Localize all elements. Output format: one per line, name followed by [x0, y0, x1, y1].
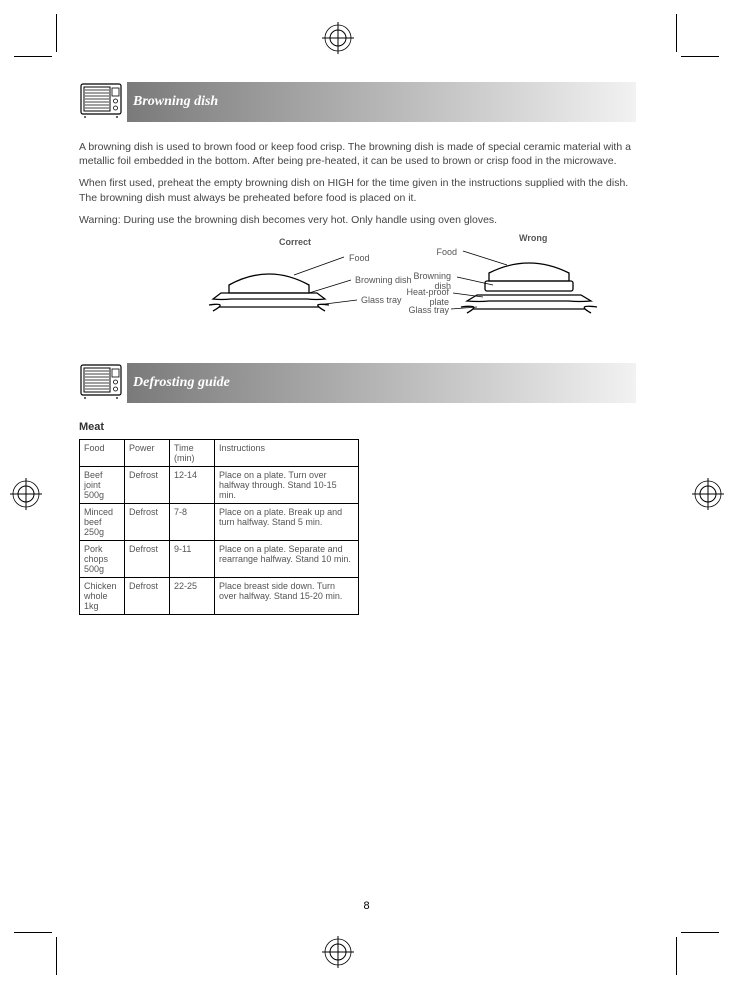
registration-mark — [322, 22, 354, 54]
crop-mark — [676, 937, 677, 975]
td: Defrost — [125, 503, 170, 540]
diagram-label: Wrong — [519, 233, 547, 243]
diagram-label: Heat-proof plate — [385, 287, 449, 307]
registration-mark — [322, 936, 354, 968]
diagram-wrong — [449, 241, 639, 325]
crop-mark — [56, 14, 57, 52]
manual-page: Browning dish A browning dish is used to… — [0, 0, 733, 989]
table-row: Beef joint 500g Defrost 12-14 Place on a… — [80, 466, 359, 503]
td: Place on a plate. Turn over halfway thro… — [215, 466, 359, 503]
crop-mark — [56, 937, 57, 975]
crop-mark — [676, 14, 677, 52]
td: Minced beef 250g — [80, 503, 125, 540]
th: Food — [80, 439, 125, 466]
section-gradient: Browning dish — [127, 82, 636, 122]
crop-mark — [681, 56, 719, 57]
body-para: A browning dish is used to brown food or… — [79, 140, 636, 168]
diagram-label: Food — [349, 253, 370, 263]
table-row: Chicken whole 1kg Defrost 22-25 Place br… — [80, 577, 359, 614]
microwave-icon — [79, 359, 123, 403]
diagram-row: Correct Food Browning dish Glass tray Wr… — [79, 235, 636, 335]
td: Chicken whole 1kg — [80, 577, 125, 614]
microwave-icon — [79, 78, 123, 122]
crop-mark — [681, 932, 719, 933]
th: Time (min) — [170, 439, 215, 466]
table-row: Pork chops 500g Defrost 9-11 Place on a … — [80, 540, 359, 577]
td: Defrost — [125, 466, 170, 503]
registration-mark — [10, 478, 42, 510]
diagram-label: Correct — [279, 237, 311, 247]
diagram-label: Glass tray — [397, 305, 449, 315]
section-header-browning: Browning dish — [79, 78, 636, 126]
defrost-table: Food Power Time (min) Instructions Beef … — [79, 439, 359, 615]
th: Power — [125, 439, 170, 466]
td: 9-11 — [170, 540, 215, 577]
table-header-row: Food Power Time (min) Instructions — [80, 439, 359, 466]
td: Beef joint 500g — [80, 466, 125, 503]
page-number: 8 — [0, 900, 733, 912]
section-title: Defrosting guide — [133, 375, 230, 391]
td: Place on a plate. Break up and turn half… — [215, 503, 359, 540]
section-gradient: Defrosting guide — [127, 363, 636, 403]
td: Defrost — [125, 540, 170, 577]
crop-mark — [14, 932, 52, 933]
crop-mark — [14, 56, 52, 57]
td: 7-8 — [170, 503, 215, 540]
td: Place breast side down. Turn over halfwa… — [215, 577, 359, 614]
section-header-defrost: Defrosting guide — [79, 359, 636, 407]
th: Instructions — [215, 439, 359, 466]
content-area: Browning dish A browning dish is used to… — [79, 78, 636, 615]
table-subhead: Meat — [79, 421, 636, 433]
td: Place on a plate. Separate and rearrange… — [215, 540, 359, 577]
td: Pork chops 500g — [80, 540, 125, 577]
browning-body: A browning dish is used to brown food or… — [79, 140, 636, 227]
section-title: Browning dish — [133, 94, 218, 110]
td: 12-14 — [170, 466, 215, 503]
body-para: Warning: During use the browning dish be… — [79, 213, 636, 227]
td: 22-25 — [170, 577, 215, 614]
body-para: When first used, preheat the empty brown… — [79, 176, 636, 204]
microwave-icon-box — [79, 78, 127, 126]
td: Defrost — [125, 577, 170, 614]
microwave-icon-box — [79, 359, 127, 407]
diagram-label: Food — [415, 247, 457, 257]
table-row: Minced beef 250g Defrost 7-8 Place on a … — [80, 503, 359, 540]
registration-mark — [692, 478, 724, 510]
